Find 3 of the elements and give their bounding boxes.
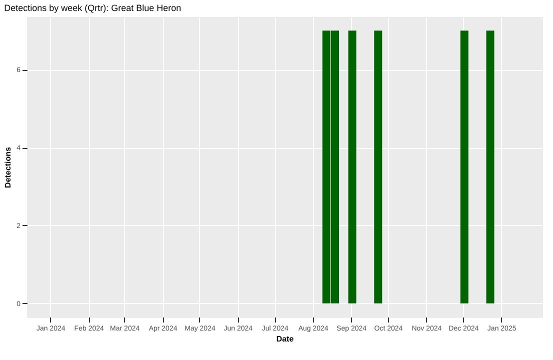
x-axis-title: Date: [276, 334, 294, 344]
y-axis-title: Detections: [4, 146, 13, 188]
chart-title: Detections by week (Qrtr): Great Blue Heron: [4, 3, 182, 13]
